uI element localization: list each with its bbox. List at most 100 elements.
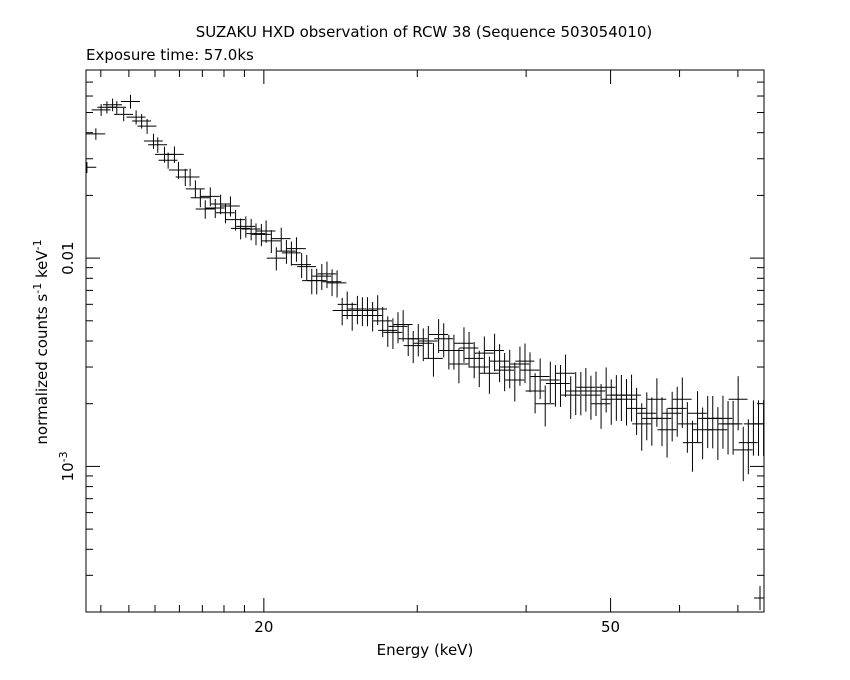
data-point (540, 361, 560, 403)
data-point (225, 209, 245, 231)
data-point (479, 356, 499, 394)
data-point (107, 101, 127, 114)
data-point (317, 261, 337, 289)
data-point (571, 371, 591, 416)
data-point (525, 373, 545, 414)
data-point (261, 230, 281, 254)
y-tick-label: 0.01 (59, 241, 77, 274)
data-point (723, 400, 743, 455)
data-point (687, 391, 707, 443)
data-point (281, 241, 301, 266)
data-point (398, 324, 418, 357)
data-point (271, 227, 291, 252)
data-point (327, 270, 347, 298)
data-point (606, 375, 626, 421)
data-point (505, 362, 525, 402)
data-point (672, 377, 692, 428)
data-point (693, 407, 712, 460)
data-point (713, 395, 733, 449)
data-point (490, 344, 509, 383)
data-point (251, 223, 271, 247)
data-point (652, 397, 672, 447)
data-point (555, 354, 575, 397)
data-point (621, 374, 641, 422)
data-point (256, 220, 276, 243)
data-point (464, 342, 484, 379)
data-point (408, 323, 428, 357)
data-point (180, 168, 200, 187)
data-point (754, 400, 765, 457)
data-point (215, 203, 235, 224)
data-point (743, 400, 763, 456)
y-axis-ticks: 10-3 0.01 (57, 81, 764, 576)
data-point (378, 316, 398, 347)
data-point (515, 343, 535, 384)
data-point (332, 297, 352, 326)
data-point (677, 402, 697, 453)
data-point (733, 426, 753, 482)
data-point (266, 247, 286, 271)
data-point (103, 98, 122, 112)
data-point (642, 397, 662, 446)
y-axis-label-exp-1: -1 (31, 283, 44, 294)
data-point (591, 384, 611, 429)
data-point (637, 392, 657, 441)
data-point (393, 310, 413, 342)
data-point (561, 376, 581, 419)
data-point (545, 365, 565, 407)
data-point (500, 349, 520, 389)
data-point (576, 367, 596, 412)
y-axis-label-mid: keV (33, 250, 51, 283)
data-point (728, 376, 748, 431)
x-tick-label: 50 (601, 618, 620, 636)
data-point (657, 408, 677, 458)
data-point (454, 327, 474, 363)
data-point (601, 379, 621, 425)
data-point (337, 291, 357, 320)
data-point (195, 200, 215, 219)
data-point (368, 295, 388, 326)
data-point (168, 161, 188, 179)
data-point (241, 218, 261, 241)
x-axis-label: Energy (keV) (377, 641, 474, 659)
data-point (148, 137, 168, 153)
data-point (429, 319, 448, 353)
data-point (667, 386, 687, 437)
chart-subtitle: Exposure time: 57.0ks (86, 46, 254, 64)
data-point (708, 407, 728, 460)
data-point (418, 325, 438, 360)
data-point (403, 330, 423, 364)
data-point (276, 240, 296, 264)
data-point (632, 403, 652, 451)
data-point (662, 391, 682, 442)
data-point (292, 253, 311, 278)
data-point (211, 194, 230, 215)
data-point (647, 378, 667, 427)
data-point (307, 268, 327, 295)
data-point (126, 110, 146, 125)
data-point (586, 371, 606, 416)
data-point (535, 385, 555, 427)
data-point (423, 343, 443, 377)
data-point (205, 198, 225, 219)
data-point (91, 104, 111, 116)
data-point (312, 263, 332, 291)
y-axis-label-exp-2: -1 (31, 239, 44, 250)
data-point (373, 306, 393, 338)
data-point (231, 218, 250, 240)
data-point (718, 401, 738, 455)
data-point (703, 395, 723, 449)
data-point-edge (754, 586, 764, 610)
data-point (611, 374, 631, 422)
data-point (738, 419, 758, 475)
data-point (495, 352, 514, 392)
data-point (357, 297, 377, 327)
data-points (86, 94, 765, 610)
data-point (120, 94, 140, 109)
data-point (86, 161, 97, 173)
data-point (236, 216, 256, 238)
data-point (748, 400, 764, 456)
x-tick-label: 20 (254, 618, 273, 636)
data-point (220, 196, 240, 217)
data-point (449, 348, 469, 384)
